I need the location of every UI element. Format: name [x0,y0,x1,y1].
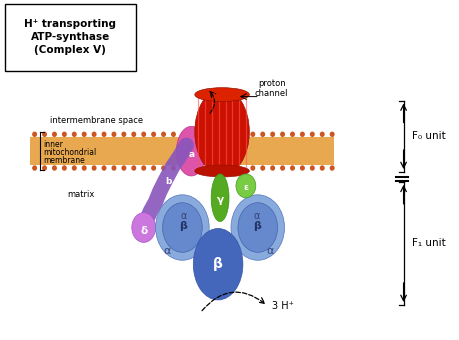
Ellipse shape [121,132,126,137]
Ellipse shape [62,165,67,171]
Text: membrane: membrane [44,156,85,165]
Text: inner: inner [44,140,63,149]
Ellipse shape [300,132,305,137]
Ellipse shape [141,165,146,171]
Ellipse shape [82,132,87,137]
Ellipse shape [181,132,186,137]
Ellipse shape [101,165,106,171]
Ellipse shape [250,132,255,137]
Text: α: α [180,210,186,221]
Ellipse shape [195,165,249,177]
Text: β: β [253,221,261,231]
Ellipse shape [32,132,37,137]
Text: matrix: matrix [67,190,95,199]
Ellipse shape [250,165,255,171]
Bar [30,137,334,165]
Ellipse shape [171,165,176,171]
Text: H⁺ transporting
ATP-synthase
(Complex V): H⁺ transporting ATP-synthase (Complex V) [24,19,116,55]
Text: γ: γ [217,195,224,205]
Text: proton
channel: proton channel [255,79,288,98]
Ellipse shape [310,132,315,137]
Ellipse shape [156,195,209,260]
Ellipse shape [161,132,166,137]
Ellipse shape [320,165,325,171]
Ellipse shape [121,165,126,171]
Ellipse shape [92,165,96,171]
Ellipse shape [193,228,243,300]
Ellipse shape [330,132,335,137]
Ellipse shape [290,132,295,137]
Text: α: α [215,233,221,242]
Ellipse shape [181,165,186,171]
Ellipse shape [52,132,57,137]
Ellipse shape [280,132,285,137]
Ellipse shape [132,212,156,242]
Text: α: α [164,246,171,256]
Ellipse shape [231,195,285,260]
Ellipse shape [236,174,256,198]
Text: 3 H⁺: 3 H⁺ [272,301,293,311]
Ellipse shape [330,165,335,171]
Ellipse shape [162,203,202,252]
Text: α: α [253,210,260,221]
Text: intermembrane space: intermembrane space [50,116,143,125]
Ellipse shape [101,132,106,137]
Ellipse shape [280,165,285,171]
Ellipse shape [141,132,146,137]
Ellipse shape [72,132,77,137]
Text: α: α [266,246,274,256]
Ellipse shape [42,132,47,137]
Ellipse shape [238,203,278,252]
Ellipse shape [270,132,275,137]
Ellipse shape [270,165,275,171]
Ellipse shape [52,165,57,171]
Ellipse shape [211,174,229,222]
Ellipse shape [161,165,166,171]
Text: a: a [188,150,194,159]
Ellipse shape [176,126,206,176]
Ellipse shape [310,165,315,171]
Ellipse shape [260,132,265,137]
Ellipse shape [195,89,249,175]
Ellipse shape [131,132,136,137]
Ellipse shape [42,165,47,171]
Ellipse shape [300,165,305,171]
Ellipse shape [92,132,96,137]
FancyBboxPatch shape [5,4,136,71]
Ellipse shape [72,165,77,171]
Ellipse shape [151,132,156,137]
Ellipse shape [112,165,117,171]
Text: F₀ unit: F₀ unit [412,131,445,141]
Ellipse shape [260,165,265,171]
Ellipse shape [131,165,136,171]
Text: F₁ unit: F₁ unit [412,238,445,249]
Ellipse shape [82,165,87,171]
Ellipse shape [62,132,67,137]
Ellipse shape [195,88,249,102]
Ellipse shape [151,165,156,171]
Ellipse shape [32,165,37,171]
Text: b: b [165,177,172,186]
Text: ε: ε [243,183,248,192]
Ellipse shape [171,132,176,137]
Text: β: β [213,257,223,271]
Ellipse shape [320,132,325,137]
Ellipse shape [290,165,295,171]
Ellipse shape [112,132,117,137]
Text: mitochondrial: mitochondrial [44,148,97,157]
Text: δ: δ [140,225,147,236]
Text: β: β [179,221,187,231]
